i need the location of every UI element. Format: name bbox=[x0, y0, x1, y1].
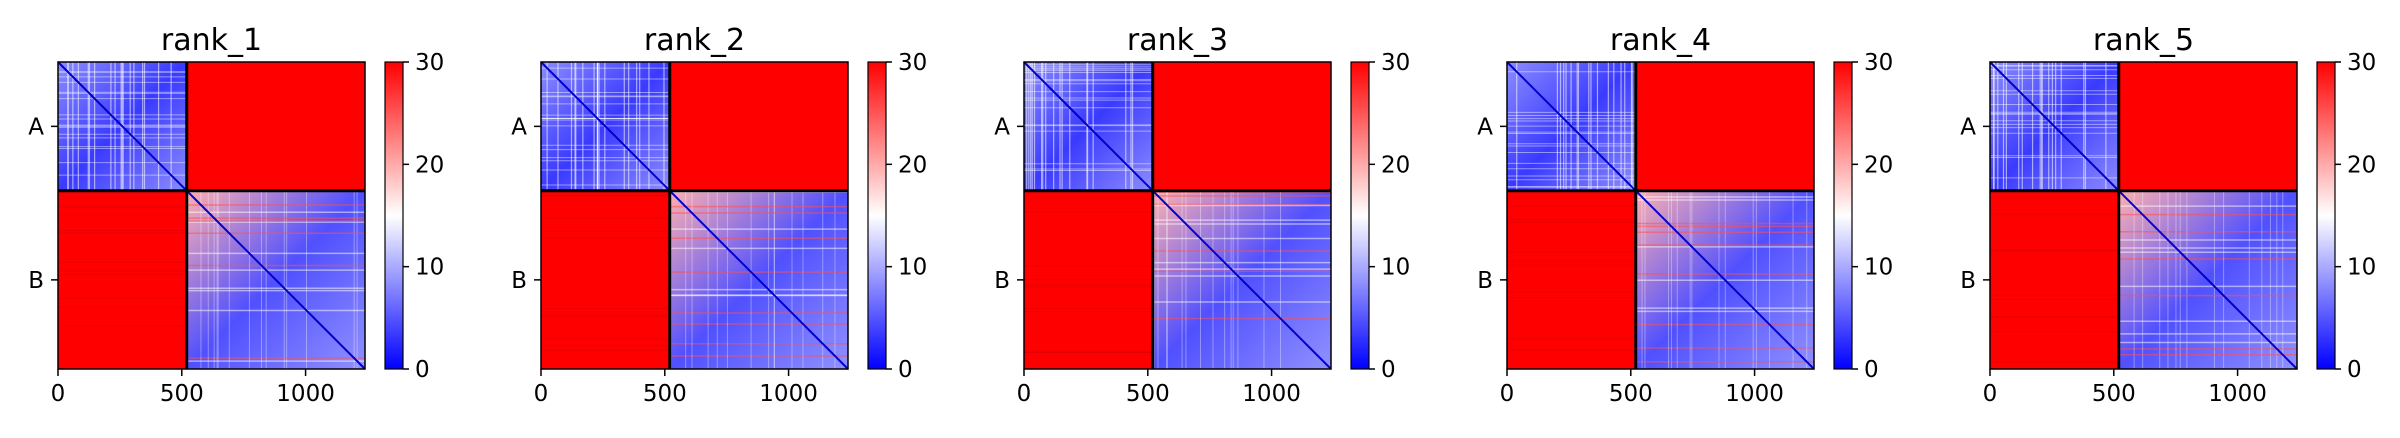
heatmap-frame bbox=[1506, 61, 1815, 370]
heatmap-block-A-B bbox=[186, 62, 365, 191]
colorbar-tick-label: 10 bbox=[415, 255, 444, 281]
colorbar-tick-label: 10 bbox=[1864, 255, 1893, 281]
heatmap-panel-3: rank_3 A B 0 500 1000 0 10 20 30 bbox=[994, 23, 1410, 407]
heatmap-frame bbox=[1989, 61, 2298, 370]
heatmap-block-B-A bbox=[1990, 190, 2119, 369]
x-tick-label: 0 bbox=[1017, 381, 1032, 407]
colorbar-tick-label: 0 bbox=[2347, 357, 2362, 383]
colorbar-tick-label: 20 bbox=[415, 152, 444, 178]
y-tick-label: A bbox=[1477, 114, 1493, 140]
x-tick-label: 0 bbox=[1983, 381, 1998, 407]
panel-title: rank_1 bbox=[161, 23, 262, 58]
x-tick-label: 1000 bbox=[1725, 381, 1784, 407]
y-tick-label: A bbox=[994, 114, 1010, 140]
colorbar-tick-label: 30 bbox=[415, 50, 444, 76]
colorbar-tick-label: 10 bbox=[898, 255, 927, 281]
heatmap-diagonal bbox=[540, 61, 849, 370]
colorbar-tick-label: 20 bbox=[1864, 152, 1893, 178]
colorbar-tick-label: 30 bbox=[898, 50, 927, 76]
x-tick-label: 500 bbox=[1609, 381, 1653, 407]
x-tick-label: 1000 bbox=[2208, 381, 2267, 407]
colorbar-gradient bbox=[1833, 61, 1853, 370]
x-tick-label: 500 bbox=[643, 381, 687, 407]
y-tick-label: B bbox=[511, 268, 527, 294]
heatmap-panel-2: rank_2 A B 0 500 1000 0 10 20 30 bbox=[511, 23, 927, 407]
colorbar-gradient bbox=[1350, 61, 1370, 370]
colorbar-tick-label: 0 bbox=[898, 357, 913, 383]
y-tick-label: A bbox=[28, 114, 44, 140]
heatmap-block-A-B bbox=[1635, 62, 1814, 191]
y-tick-label: B bbox=[1477, 268, 1493, 294]
y-tick-label: B bbox=[1960, 268, 1976, 294]
heatmap-block-B-A bbox=[58, 190, 187, 369]
x-tick-label: 500 bbox=[2092, 381, 2136, 407]
panel-title: rank_4 bbox=[1610, 23, 1711, 58]
colorbar: 0 10 20 30 bbox=[867, 50, 927, 383]
x-tick-label: 0 bbox=[1500, 381, 1515, 407]
heatmap-frame bbox=[1023, 61, 1332, 370]
heatmap-panel-5: rank_5 A B 0 500 1000 0 10 20 30 bbox=[1960, 23, 2376, 407]
colorbar: 0 10 20 30 bbox=[1833, 50, 1893, 383]
colorbar-tick-label: 0 bbox=[415, 357, 430, 383]
colorbar-tick-label: 20 bbox=[898, 152, 927, 178]
colorbar-tick-label: 10 bbox=[1381, 255, 1410, 281]
y-tick-label: A bbox=[1960, 114, 1976, 140]
x-tick-label: 1000 bbox=[759, 381, 818, 407]
heatmap-block-B-A bbox=[541, 190, 670, 369]
colorbar-tick-label: 30 bbox=[1381, 50, 1410, 76]
x-tick-label: 0 bbox=[534, 381, 549, 407]
heatmap-block-A-B bbox=[2118, 62, 2297, 191]
heatmap-panel-4: rank_4 A B 0 500 1000 0 10 20 30 bbox=[1477, 23, 1893, 407]
colorbar-tick-label: 0 bbox=[1381, 357, 1396, 383]
colorbar-tick-label: 30 bbox=[2347, 50, 2376, 76]
colorbar: 0 10 20 30 bbox=[1350, 50, 1410, 383]
heatmap-texture bbox=[58, 62, 365, 369]
x-tick-label: 500 bbox=[1126, 381, 1170, 407]
heatmap-panel-1: rank_1 A B 0 500 1000 0 10 20 30 bbox=[28, 23, 444, 407]
heatmap-block-B-A bbox=[1024, 190, 1153, 369]
x-tick-label: 0 bbox=[51, 381, 66, 407]
y-tick-label: A bbox=[511, 114, 527, 140]
x-tick-label: 500 bbox=[160, 381, 204, 407]
heatmap-frame bbox=[540, 61, 849, 370]
colorbar: 0 10 20 30 bbox=[2316, 50, 2376, 383]
x-tick-label: 1000 bbox=[1242, 381, 1301, 407]
heatmap-diagonal bbox=[57, 61, 366, 370]
colorbar-tick-label: 30 bbox=[1864, 50, 1893, 76]
colorbar-tick-label: 20 bbox=[1381, 152, 1410, 178]
y-tick-label: B bbox=[994, 268, 1010, 294]
heatmap-texture bbox=[1024, 62, 1331, 369]
heatmap-block-A-B bbox=[669, 62, 848, 191]
colorbar-gradient bbox=[867, 61, 887, 370]
colorbar-gradient bbox=[2316, 61, 2336, 370]
x-tick-label: 1000 bbox=[276, 381, 335, 407]
colorbar-tick-label: 10 bbox=[2347, 255, 2376, 281]
panel-title: rank_5 bbox=[2093, 23, 2194, 58]
heatmap-block-A-B bbox=[1152, 62, 1331, 191]
y-tick-label: B bbox=[28, 268, 44, 294]
colorbar-tick-label: 20 bbox=[2347, 152, 2376, 178]
heatmap-block-B-A bbox=[1507, 190, 1636, 369]
colorbar: 0 10 20 30 bbox=[384, 50, 444, 383]
colorbar-gradient bbox=[384, 61, 404, 370]
heatmap-diagonal bbox=[1506, 61, 1815, 370]
heatmap-diagonal bbox=[1989, 61, 2298, 370]
colorbar-tick-label: 0 bbox=[1864, 357, 1879, 383]
panel-title: rank_3 bbox=[1127, 23, 1228, 58]
heatmap-frame bbox=[57, 61, 366, 370]
heatmap-texture bbox=[1990, 62, 2297, 369]
heatmap-texture bbox=[1507, 62, 1814, 369]
panel-title: rank_2 bbox=[644, 23, 745, 58]
heatmap-diagonal bbox=[1023, 61, 1332, 370]
